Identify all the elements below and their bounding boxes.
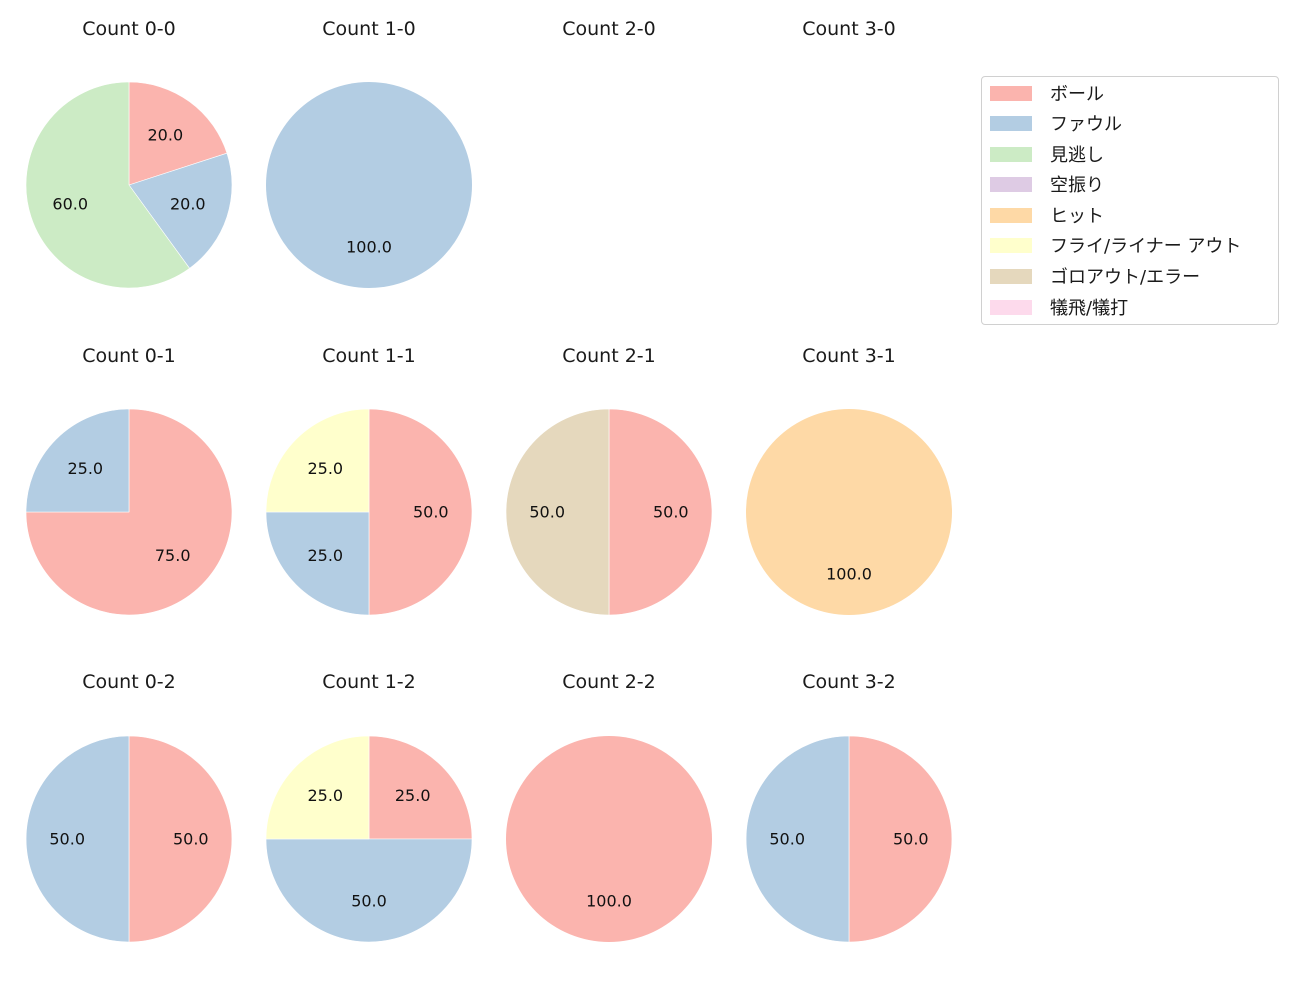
pie-value-label: 20.0 [148,126,184,145]
legend-item-ball: ボール [990,82,1104,105]
pie-count-1-2: Count 1-2 25.0 50.0 25.0 [265,671,473,943]
legend-label: 空振り [1050,175,1104,196]
pie-title: Count 0-1 [82,345,176,367]
pie-value-label: 50.0 [173,830,209,849]
pie-value-label: 100.0 [826,564,872,583]
pie-title: Count 2-0 [562,18,656,40]
pie-wedge [265,408,370,513]
legend-item-foul: ファウル [990,112,1122,135]
pie-value-label: 100.0 [346,237,392,256]
pie-wedge [25,408,130,513]
pie-title: Count 2-2 [562,671,656,693]
pie-count-1-1: Count 1-1 50.0 25.0 25.0 [265,345,473,616]
legend-label: ファウル [1050,114,1122,135]
pie-title: Count 3-0 [802,18,896,40]
pie-wedge [368,408,473,616]
pie-count-2-0: Count 2-0 [562,18,656,40]
pie-wedge [266,82,472,288]
legend-swatch [990,115,1032,131]
legend-label: 犠飛/犠打 [1050,298,1129,319]
pie-wedge [265,735,370,840]
pie-value-label: 25.0 [307,786,343,805]
pie-wedge [128,81,228,186]
legend-swatch [990,176,1032,192]
pie-count-0-0: Count 0-0 20.0 20.0 60.0 [25,18,233,289]
legend-item-hit: ヒット [990,204,1104,227]
pie-value-label: 25.0 [307,459,343,478]
pie-value-label: 25.0 [307,546,343,565]
legend-swatch [990,299,1032,315]
pie-count-3-2: Count 3-2 50.0 50.0 [745,671,953,943]
pie-wedge [128,152,233,269]
pie-count-1-0: Count 1-0 100.0 [266,18,472,288]
pie-wedge [265,838,473,943]
legend-swatch [990,146,1032,162]
pie-title: Count 3-1 [802,345,896,367]
legend-swatch [990,85,1032,101]
legend-item-grounder-error: ゴロアウト/エラー [990,265,1201,288]
pie-value-label: 50.0 [893,830,929,849]
pie-value-label: 50.0 [413,503,449,522]
pie-wedge [25,81,190,289]
pie-value-label: 20.0 [170,195,206,214]
chart-legend: ボール ファウル 見逃し 空振り ヒット フライ/ライナー アウト ゴロアウト/… [981,76,1279,325]
pie-value-label: 100.0 [586,891,632,910]
legend-swatch [990,268,1032,284]
legend-item-sacrifice: 犠飛/犠打 [990,296,1129,319]
pie-value-label: 50.0 [769,830,805,849]
pie-count-2-1: Count 2-1 50.0 50.0 [505,345,713,616]
pie-value-label: 50.0 [529,503,565,522]
legend-label: 見逃し [1050,145,1104,166]
pie-wedge [506,736,712,942]
pie-wedge [505,408,610,616]
pie-value-label: 50.0 [653,503,689,522]
pie-value-label: 50.0 [351,891,387,910]
pie-count-0-1: Count 0-1 75.0 25.0 [25,345,233,616]
pie-wedge [608,408,713,616]
pie-wedge [25,735,130,943]
pie-title: Count 1-0 [322,18,416,40]
pie-count-2-2: Count 2-2 100.0 [506,671,712,942]
pie-title: Count 1-2 [322,671,416,693]
pie-value-label: 25.0 [395,786,431,805]
pie-title: Count 1-1 [322,345,416,367]
legend-item-fly-liner-out: フライ/ライナー アウト [990,234,1242,257]
pie-count-3-1: Count 3-1 100.0 [746,345,952,615]
legend-label: ゴロアウト/エラー [1050,267,1201,288]
pie-count-3-0: Count 3-0 [802,18,896,40]
pie-wedge [746,409,952,615]
legend-item-called-strike: 見逃し [990,143,1104,166]
legend-label: ヒット [1050,206,1104,227]
pie-title: Count 2-1 [562,345,656,367]
pie-value-label: 60.0 [52,195,88,214]
pie-value-label: 25.0 [67,459,103,478]
legend-swatch [990,207,1032,223]
pie-title: Count 0-0 [82,18,176,40]
pie-title: Count 3-2 [802,671,896,693]
pie-value-label: 50.0 [49,830,85,849]
pie-wedge [128,735,233,943]
pie-wedge [745,735,850,943]
pie-wedge [848,735,953,943]
pie-wedge [368,735,473,840]
pie-value-label: 75.0 [155,546,191,565]
pie-wedge [25,408,233,616]
pie-count-0-2: Count 0-2 50.0 50.0 [25,671,233,943]
legend-label: フライ/ライナー アウト [1050,236,1242,257]
legend-label: ボール [1050,84,1104,105]
pie-wedge [265,511,370,616]
legend-swatch [990,237,1032,253]
pie-title: Count 0-2 [82,671,176,693]
legend-item-swinging-strike: 空振り [990,173,1104,196]
